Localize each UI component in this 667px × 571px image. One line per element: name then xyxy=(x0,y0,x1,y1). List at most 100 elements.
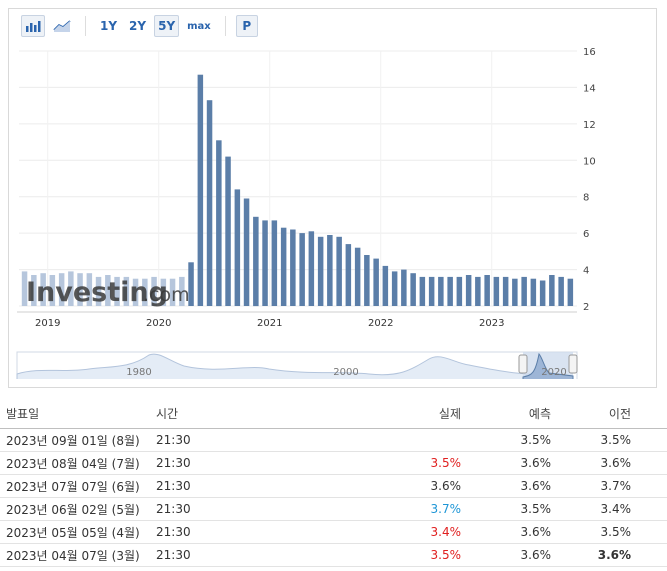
chart-bar[interactable] xyxy=(391,271,398,306)
row-forecast: 3.6% xyxy=(520,548,552,562)
chart-bar[interactable] xyxy=(290,229,296,307)
chart-bar[interactable] xyxy=(234,189,241,306)
chart-bar[interactable] xyxy=(465,275,472,306)
chart-bar[interactable] xyxy=(336,236,342,306)
line-chart-icon[interactable] xyxy=(49,15,75,37)
row-date: 2023년 07월 07일 (6월) xyxy=(6,479,140,494)
row-date: 2023년 08월 04일 (7월) xyxy=(6,456,140,471)
chart-bar[interactable] xyxy=(401,269,407,306)
navigator-label: 1980 xyxy=(126,367,151,378)
chart-bar[interactable] xyxy=(317,236,324,306)
chart-bar[interactable] xyxy=(558,276,564,306)
chart-bar[interactable] xyxy=(410,273,416,306)
chart-bar[interactable] xyxy=(169,278,176,306)
chart-bar[interactable] xyxy=(160,278,167,306)
chart-bar[interactable] xyxy=(280,227,287,306)
chart-bar[interactable] xyxy=(40,273,46,306)
chart-bar[interactable] xyxy=(188,262,194,306)
x-tick-label: 2023 xyxy=(479,318,504,329)
navigator[interactable]: 1980 2000 2020 xyxy=(16,351,578,379)
y-tick-label: 10 xyxy=(583,156,596,167)
chart-bar[interactable] xyxy=(243,198,250,307)
row-forecast: 3.5% xyxy=(520,433,552,447)
toolbar-divider xyxy=(224,16,226,36)
row-time: 21:30 xyxy=(156,502,191,516)
range-2y-button[interactable]: 2Y xyxy=(129,19,147,33)
chart-bar[interactable] xyxy=(512,278,518,306)
row-previous: 3.4% xyxy=(600,502,632,516)
chart-bar[interactable] xyxy=(475,276,481,306)
chart-bar[interactable] xyxy=(86,273,93,306)
chart-bar[interactable] xyxy=(271,220,278,306)
chart-bar[interactable] xyxy=(197,74,204,306)
chart-panel: 1Y 2Y 5Y max P 16 14 12 10 8 6 4 2 2019 2020 2021… xyxy=(8,8,657,388)
chart-bar[interactable] xyxy=(373,258,379,306)
chart-bar[interactable] xyxy=(456,276,463,306)
table-row: 2023년 06월 02일 (5월) 21:30 3.7% 3.5% 3.4% xyxy=(0,498,667,521)
chart-bar[interactable] xyxy=(105,275,111,306)
row-date: 2023년 05월 05일 (4월) xyxy=(6,525,140,540)
chart-bar[interactable] xyxy=(299,233,305,306)
chart-bar[interactable] xyxy=(345,244,352,306)
chart-bar[interactable] xyxy=(142,278,148,306)
chart-bar[interactable] xyxy=(308,231,315,306)
row-previous: 3.6% xyxy=(597,548,631,562)
chart-bar[interactable] xyxy=(438,276,444,306)
chart-bar[interactable] xyxy=(31,275,37,306)
chart-bar[interactable] xyxy=(68,271,74,306)
events-table: 발표일 시간 실제 예측 이전 2023년 09월 01일 (8월) 21:30 3… xyxy=(0,398,667,567)
chart-bar[interactable] xyxy=(132,278,139,306)
x-tick-label: 2022 xyxy=(368,318,393,329)
bar-chart-icon[interactable] xyxy=(21,15,45,37)
table-row: 2023년 08월 04일 (7월) 21:30 3.5% 3.6% 3.6% xyxy=(0,452,667,475)
header-forecast: 예측 xyxy=(528,406,551,421)
chart-bar[interactable] xyxy=(216,140,222,307)
navigator-right-handle[interactable] xyxy=(568,354,578,374)
chart-bar[interactable] xyxy=(539,280,546,307)
p-button[interactable]: P xyxy=(235,15,258,37)
row-date: 2023년 04월 07일 (3월) xyxy=(6,548,140,563)
chart-bar[interactable] xyxy=(530,278,537,306)
chart-bar[interactable] xyxy=(549,275,555,306)
chart-bar[interactable] xyxy=(567,278,574,306)
chart-bar[interactable] xyxy=(225,156,231,306)
chart-bar[interactable] xyxy=(179,276,185,306)
chart-bar[interactable] xyxy=(327,235,333,306)
chart-bar[interactable] xyxy=(114,276,120,306)
chart-bar[interactable] xyxy=(151,276,157,306)
chart-bar[interactable] xyxy=(354,247,361,306)
chart-bar[interactable] xyxy=(521,276,527,306)
chart-bar[interactable] xyxy=(253,216,259,307)
chart-bar[interactable] xyxy=(123,276,130,306)
table-row: 2023년 07월 07일 (6월) 21:30 3.6% 3.6% 3.7% xyxy=(0,475,667,498)
chart-bar[interactable] xyxy=(206,100,213,306)
chart-bar[interactable] xyxy=(428,276,435,306)
chart-bar[interactable] xyxy=(95,276,102,306)
chart-bar[interactable] xyxy=(419,276,426,306)
header-date: 발표일 xyxy=(6,406,40,421)
header-time: 시간 xyxy=(156,406,179,421)
table-row: 2023년 09월 01일 (8월) 21:30 3.5% 3.5% xyxy=(0,429,667,452)
x-tick-label: 2019 xyxy=(35,318,60,329)
chart-bar[interactable] xyxy=(49,275,56,306)
row-forecast: 3.6% xyxy=(520,479,552,493)
row-previous: 3.5% xyxy=(600,433,632,447)
row-time: 21:30 xyxy=(156,479,191,493)
chart-bar[interactable] xyxy=(364,255,370,306)
row-previous: 3.7% xyxy=(600,479,632,493)
navigator-left-handle[interactable] xyxy=(518,354,528,374)
chart-bar[interactable] xyxy=(77,273,83,306)
chart-bar[interactable] xyxy=(493,276,500,306)
chart-bar[interactable] xyxy=(382,265,389,306)
chart-bar[interactable] xyxy=(502,276,509,306)
range-max-button[interactable]: max xyxy=(187,20,211,32)
chart-bar[interactable] xyxy=(484,275,490,306)
range-1y-button[interactable]: 1Y xyxy=(100,19,118,33)
chart-bar[interactable] xyxy=(262,220,268,306)
table-header: 발표일 시간 실제 예측 이전 xyxy=(0,398,667,429)
chart-bar[interactable] xyxy=(447,276,453,306)
range-5y-button[interactable]: 5Y xyxy=(154,15,180,37)
table-row: 2023년 04월 07일 (3월) 21:30 3.5% 3.6% 3.6% xyxy=(0,544,667,567)
chart-bar[interactable] xyxy=(58,273,65,306)
chart-bar[interactable] xyxy=(21,271,28,306)
